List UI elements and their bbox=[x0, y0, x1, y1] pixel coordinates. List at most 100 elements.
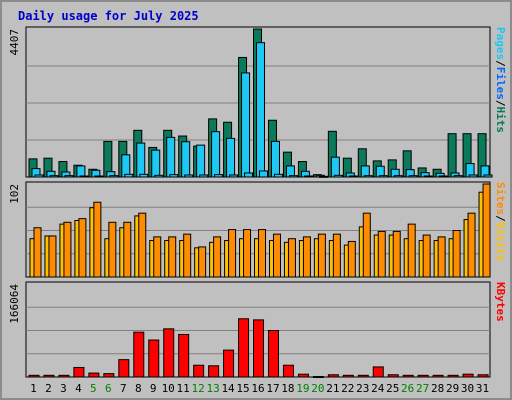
day-label: 17 bbox=[266, 382, 279, 395]
bar-sites-day-30 bbox=[467, 212, 476, 278]
legend-item: Files bbox=[494, 67, 507, 100]
bar-files-day-7 bbox=[121, 154, 131, 178]
day-label: 19 bbox=[296, 382, 309, 395]
bar-sites-day-10 bbox=[168, 236, 177, 278]
bar-sites-day-31 bbox=[482, 183, 491, 278]
bar-sites-day-23 bbox=[362, 212, 371, 278]
legend-item: / bbox=[494, 215, 507, 222]
kbytes-legend: KBytes bbox=[494, 282, 507, 322]
bar-files-day-17 bbox=[270, 140, 280, 178]
bar-sites-day-18 bbox=[287, 238, 296, 278]
bar-sites-day-24 bbox=[377, 230, 386, 278]
bar-files-day-12 bbox=[196, 144, 206, 178]
bar-pages-day-28 bbox=[438, 175, 448, 178]
bar-kbytes-day-20 bbox=[312, 375, 324, 378]
bar-pages-day-26 bbox=[408, 175, 418, 178]
bar-sites-day-7 bbox=[123, 221, 132, 278]
bar-pages-day-19 bbox=[303, 175, 313, 178]
bar-pages-day-16 bbox=[259, 170, 269, 178]
bar-sites-day-21 bbox=[332, 233, 341, 278]
day-label: 2 bbox=[45, 382, 52, 395]
day-label: 22 bbox=[341, 382, 354, 395]
bar-pages-day-13 bbox=[214, 174, 224, 178]
bar-sites-day-29 bbox=[452, 230, 461, 278]
bar-sites-day-28 bbox=[437, 236, 446, 278]
bar-pages-day-7 bbox=[124, 173, 134, 178]
bar-pages-day-24 bbox=[378, 175, 388, 178]
bar-kbytes-day-25 bbox=[387, 374, 399, 378]
bar-hits-day-29 bbox=[447, 133, 457, 178]
bar-kbytes-day-15 bbox=[238, 318, 250, 378]
bar-kbytes-day-11 bbox=[178, 333, 190, 378]
bar-files-day-21 bbox=[330, 156, 340, 178]
bar-kbytes-day-24 bbox=[372, 366, 384, 378]
visits-panel: 102 Sites/Visits bbox=[8, 181, 507, 278]
bar-sites-day-26 bbox=[407, 223, 416, 278]
day-label: 27 bbox=[416, 382, 429, 395]
bar-sites-day-6 bbox=[108, 221, 117, 278]
day-label: 1 bbox=[30, 382, 37, 395]
day-label: 24 bbox=[371, 382, 385, 395]
legend-item: Visits bbox=[494, 222, 507, 262]
bar-files-day-10 bbox=[166, 136, 176, 178]
bar-kbytes-day-12 bbox=[193, 364, 205, 378]
bar-kbytes-day-27 bbox=[417, 374, 429, 378]
bar-pages-day-17 bbox=[273, 173, 283, 178]
bar-files-day-13 bbox=[211, 131, 221, 178]
bar-pages-day-20 bbox=[318, 175, 328, 178]
bar-files-day-9 bbox=[151, 149, 161, 178]
day-label: 31 bbox=[476, 382, 489, 395]
day-label: 16 bbox=[251, 382, 264, 395]
bar-sites-day-9 bbox=[153, 236, 162, 278]
bar-kbytes-day-9 bbox=[148, 339, 160, 378]
bar-files-day-15 bbox=[241, 72, 251, 178]
bar-files-day-8 bbox=[136, 142, 146, 178]
bar-pages-day-10 bbox=[169, 174, 179, 178]
day-axis: 1 2 3 4 5 6 7 8 9 10 11 12 13 14 15 16 17 18 19 20 21 22 23 24 2… bbox=[30, 382, 489, 395]
bar-kbytes-day-23 bbox=[357, 374, 369, 378]
bar-sites-day-27 bbox=[422, 234, 431, 278]
bar-sites-day-17 bbox=[272, 233, 281, 278]
bar-pages-day-18 bbox=[288, 175, 298, 178]
bar-kbytes-day-5 bbox=[88, 372, 100, 378]
bar-pages-day-3 bbox=[64, 175, 74, 178]
bar-kbytes-day-3 bbox=[58, 374, 70, 378]
day-label: 21 bbox=[326, 382, 339, 395]
legend-item: / bbox=[494, 60, 507, 67]
bar-pages-day-5 bbox=[94, 175, 104, 178]
bar-sites-day-20 bbox=[317, 233, 326, 278]
day-label: 25 bbox=[386, 382, 399, 395]
day-label: 10 bbox=[162, 382, 175, 395]
day-label: 13 bbox=[206, 382, 219, 395]
bar-kbytes-day-28 bbox=[432, 374, 444, 378]
bar-pages-day-27 bbox=[423, 175, 433, 178]
bar-kbytes-day-7 bbox=[118, 359, 130, 378]
bar-kbytes-day-19 bbox=[297, 373, 309, 378]
day-label: 26 bbox=[401, 382, 414, 395]
day-label: 3 bbox=[60, 382, 67, 395]
bar-kbytes-day-26 bbox=[402, 374, 414, 378]
legend-item: Sites bbox=[494, 182, 507, 215]
day-label: 15 bbox=[236, 382, 249, 395]
bar-sites-day-4 bbox=[78, 218, 87, 278]
bar-kbytes-day-30 bbox=[462, 373, 474, 378]
bar-pages-day-2 bbox=[49, 175, 59, 178]
bar-pages-day-29 bbox=[453, 175, 463, 178]
bar-sites-day-14 bbox=[228, 229, 237, 278]
bar-sites-day-3 bbox=[63, 221, 72, 278]
bar-sites-day-13 bbox=[213, 236, 222, 278]
bar-files-day-4 bbox=[76, 165, 86, 178]
visits-legend: Sites/Visits bbox=[494, 182, 507, 262]
bar-kbytes-day-22 bbox=[342, 374, 354, 378]
hits-legend: Pages/Files/Hits bbox=[494, 27, 507, 133]
bar-sites-day-8 bbox=[138, 212, 147, 278]
bar-sites-day-22 bbox=[347, 240, 356, 278]
day-label: 4 bbox=[75, 382, 82, 395]
bar-kbytes-day-8 bbox=[133, 331, 145, 378]
day-label: 7 bbox=[120, 382, 127, 395]
bar-kbytes-day-14 bbox=[223, 349, 235, 378]
bar-sites-day-12 bbox=[198, 246, 207, 278]
bar-kbytes-day-31 bbox=[477, 374, 489, 378]
bar-sites-day-1 bbox=[33, 227, 42, 278]
